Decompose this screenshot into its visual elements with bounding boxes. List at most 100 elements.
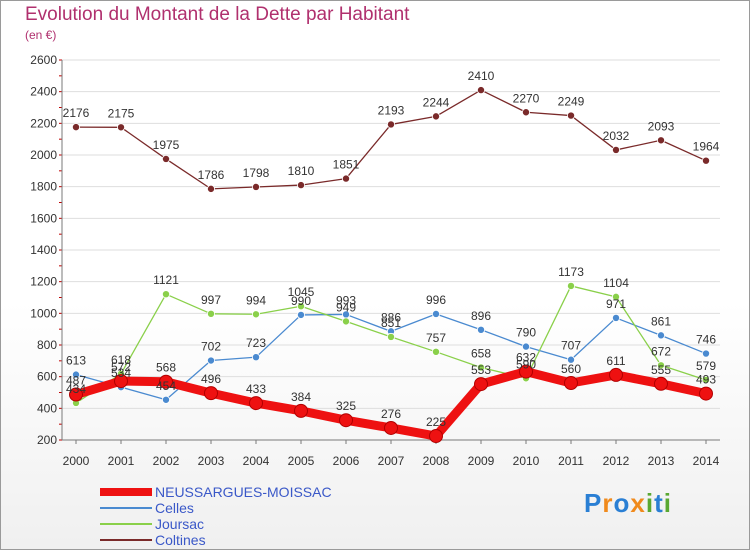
- data-point-celles: [72, 370, 81, 379]
- data-point-coltines: [161, 154, 170, 163]
- data-point-celles: [296, 310, 305, 319]
- y-tick-label: 2400: [30, 85, 57, 99]
- data-point-coltines: [206, 184, 215, 193]
- data-label-joursac: 994: [246, 293, 266, 307]
- data-label-neussargues-moissac: 276: [381, 407, 401, 421]
- legend-swatch-coltines: [100, 539, 152, 541]
- data-point-neussargues-moissac: [249, 396, 263, 411]
- data-point-neussargues-moissac: [474, 377, 488, 392]
- x-tick-label: 2011: [558, 454, 584, 468]
- data-label-coltines: 2410: [468, 69, 495, 83]
- data-point-coltines: [386, 120, 395, 129]
- series-layer: [69, 86, 713, 444]
- data-label-neussargues-moissac: 553: [471, 363, 491, 377]
- data-point-neussargues-moissac: [294, 403, 308, 418]
- data-point-neussargues-moissac: [564, 376, 578, 390]
- y-tick-label: 400: [37, 401, 57, 415]
- data-label-coltines: 2270: [513, 91, 540, 105]
- data-label-celles: 746: [696, 333, 716, 347]
- x-tick-label: 2010: [513, 454, 540, 468]
- x-tick-label: 2007: [378, 454, 405, 468]
- data-point-coltines: [702, 156, 711, 165]
- data-label-neussargues-moissac: 572: [111, 360, 131, 374]
- x-tick-label: 2005: [288, 454, 315, 468]
- data-point-celles: [702, 349, 711, 358]
- data-point-coltines: [657, 136, 666, 145]
- data-point-joursac: [161, 290, 170, 299]
- legend-swatch-celles: [100, 507, 152, 509]
- y-tick-label: 1200: [30, 275, 57, 289]
- data-point-coltines: [476, 86, 485, 95]
- data-label-coltines: 1786: [198, 168, 225, 182]
- data-label-joursac: 1104: [603, 276, 629, 290]
- data-point-joursac: [296, 302, 305, 311]
- data-label-neussargues-moissac: 325: [336, 399, 356, 413]
- data-point-joursac: [567, 281, 576, 290]
- data-point-joursac: [657, 361, 666, 370]
- data-label-joursac: 658: [471, 346, 491, 360]
- data-point-neussargues-moissac: [384, 420, 398, 435]
- data-label-neussargues-moissac: 225: [426, 415, 446, 429]
- axis-layer: 200 400 600 800 1000 1200 1400 1600 1800 2000 2200…: [30, 53, 720, 468]
- y-tick-label: 800: [37, 338, 57, 352]
- data-label-coltines: 2193: [378, 103, 405, 117]
- data-label-coltines: 2176: [63, 106, 90, 120]
- data-label-coltines: 1810: [288, 164, 315, 178]
- data-point-joursac: [251, 310, 260, 319]
- data-label-joursac: 1121: [153, 273, 179, 287]
- data-label-joursac: 579: [696, 359, 716, 373]
- chart-title: Evolution du Montant de la Dette par Hab…: [25, 4, 410, 25]
- data-point-coltines: [431, 112, 440, 121]
- data-label-celles: 861: [651, 314, 671, 328]
- data-label-joursac: 851: [381, 316, 401, 330]
- data-point-celles: [431, 309, 440, 318]
- data-label-coltines: 1975: [153, 138, 180, 152]
- data-point-celles: [657, 331, 666, 340]
- data-point-neussargues-moissac: [609, 367, 623, 382]
- data-label-celles: 886: [381, 310, 401, 324]
- data-point-coltines: [296, 181, 305, 190]
- x-tick-label: 2001: [108, 454, 135, 468]
- legend-label-neussargues: NEUSSARGUES-MOISSAC: [155, 484, 332, 500]
- data-label-neussargues-moissac: 560: [561, 362, 581, 376]
- label-layer: 2176 2175 1975 1786 1798 1810 1851 2193 2244 2410…: [63, 69, 720, 429]
- data-point-celles: [612, 313, 621, 322]
- data-label-coltines: 2175: [108, 106, 135, 120]
- data-label-celles: 613: [66, 354, 86, 368]
- legend-swatch-neussargues: [100, 488, 152, 496]
- data-label-neussargues-moissac: 493: [696, 373, 716, 387]
- data-point-neussargues-moissac: [204, 386, 218, 401]
- legend-label-joursac: Joursac: [155, 516, 205, 532]
- data-label-celles: 990: [291, 294, 311, 308]
- data-point-joursac: [341, 317, 350, 326]
- data-point-coltines: [341, 174, 350, 183]
- data-point-neussargues-moissac: [519, 364, 533, 379]
- data-label-joursac: 997: [201, 293, 221, 307]
- proxiti-logo: Proxiti: [584, 488, 672, 518]
- data-label-celles: 993: [336, 293, 356, 307]
- data-label-neussargues-moissac: 611: [606, 354, 625, 368]
- data-point-coltines: [612, 145, 621, 154]
- legend-label-coltines: Coltines: [155, 532, 206, 548]
- x-tick-label: 2009: [468, 454, 495, 468]
- data-point-joursac: [431, 347, 440, 356]
- y-tick-label: 200: [37, 433, 57, 447]
- x-tick-label: 2002: [153, 454, 180, 468]
- y-tick-label: 2600: [30, 53, 57, 67]
- data-label-joursac: 757: [426, 331, 446, 345]
- legend-swatch-joursac: [100, 523, 152, 525]
- data-point-coltines: [567, 111, 576, 120]
- x-tick-label: 2012: [603, 454, 630, 468]
- data-point-celles: [476, 325, 485, 334]
- x-tick-label: 2000: [63, 454, 90, 468]
- chart-subtitle: (en €): [25, 28, 57, 42]
- data-label-coltines: 1798: [243, 166, 270, 180]
- x-tick-label: 2013: [648, 454, 675, 468]
- data-label-neussargues-moissac: 632: [516, 351, 536, 365]
- data-point-neussargues-moissac: [429, 429, 443, 444]
- x-tick-label: 2006: [333, 454, 360, 468]
- data-point-neussargues-moissac: [69, 387, 83, 402]
- data-point-celles: [567, 355, 576, 364]
- data-label-joursac: 618: [111, 353, 131, 367]
